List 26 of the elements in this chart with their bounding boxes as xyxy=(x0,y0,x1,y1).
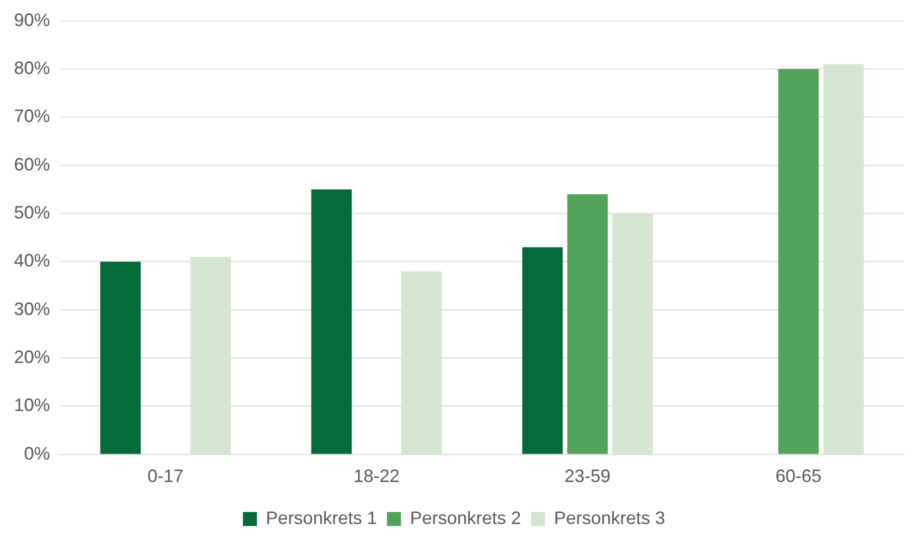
x-tick-label: 23-59 xyxy=(564,466,611,486)
y-tick-label: 90% xyxy=(14,10,50,30)
bar xyxy=(311,189,352,454)
y-tick-label: 10% xyxy=(14,395,50,416)
y-tick-label: 30% xyxy=(14,298,50,319)
bar xyxy=(522,247,563,454)
bar xyxy=(401,271,442,454)
legend-label: Personkrets 3 xyxy=(554,508,666,528)
bar xyxy=(612,214,653,454)
bar xyxy=(190,256,231,454)
y-tick-label: 0% xyxy=(24,443,50,464)
legend-label: Personkrets 1 xyxy=(266,508,377,528)
y-tick-label: 60% xyxy=(14,154,50,174)
bar xyxy=(100,262,141,454)
y-tick-label: 70% xyxy=(14,106,50,126)
legend-label: Personkrets 2 xyxy=(410,508,522,528)
y-tick-label: 40% xyxy=(14,250,50,271)
y-tick-label: 50% xyxy=(14,202,50,222)
x-tick-label: 18-22 xyxy=(353,466,400,486)
x-tick-label: 0-17 xyxy=(148,466,184,486)
bar xyxy=(567,194,608,454)
bar xyxy=(823,64,864,454)
y-tick-label: 80% xyxy=(14,58,50,78)
y-tick-label: 20% xyxy=(14,347,50,368)
bar xyxy=(778,68,819,454)
x-tick-label: 60-65 xyxy=(775,466,822,486)
